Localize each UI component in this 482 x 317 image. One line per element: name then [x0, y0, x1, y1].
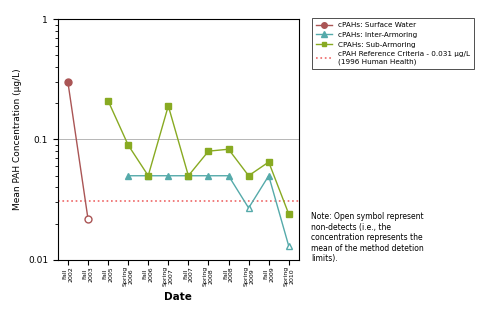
- X-axis label: Date: Date: [164, 292, 192, 302]
- Y-axis label: Mean PAH Concentration (μg/L): Mean PAH Concentration (μg/L): [13, 69, 23, 210]
- Legend: cPAHs: Surface Water, cPAHs: Inter-Armoring, CPAHs: Sub-Armoring, cPAH Reference: cPAHs: Surface Water, cPAHs: Inter-Armor…: [312, 18, 474, 69]
- Text: Note: Open symbol represent
non-detects (i.e., the
concentration represents the
: Note: Open symbol represent non-detects …: [311, 212, 424, 263]
